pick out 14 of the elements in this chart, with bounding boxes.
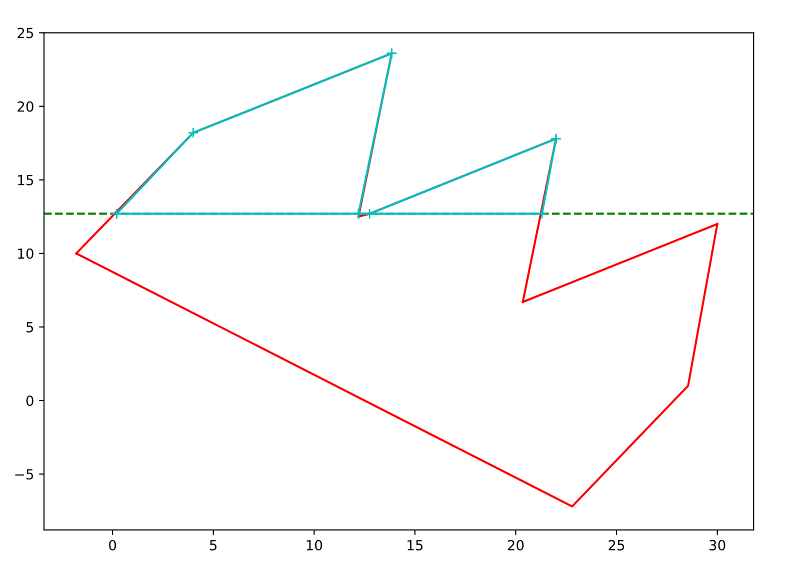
x-tick-label: 0 (109, 540, 116, 550)
y-tick-label: 20 (18, 101, 34, 112)
x-tick-label: 25 (608, 540, 624, 550)
y-tick-label: 0 (26, 395, 34, 406)
y-tick-label: 25 (18, 28, 34, 38)
x-tick-label: 15 (408, 540, 423, 550)
x-tick-label: 5 (210, 540, 217, 550)
y-tick-label: 10 (18, 248, 34, 259)
x-tick-label: 30 (710, 540, 726, 550)
y-tick-label: 5 (26, 322, 34, 332)
y-tick-label: −5 (15, 469, 34, 480)
x-tick-label: 20 (508, 540, 524, 550)
y-tick-label: 15 (18, 175, 34, 186)
x-tick-label: 10 (306, 540, 322, 550)
